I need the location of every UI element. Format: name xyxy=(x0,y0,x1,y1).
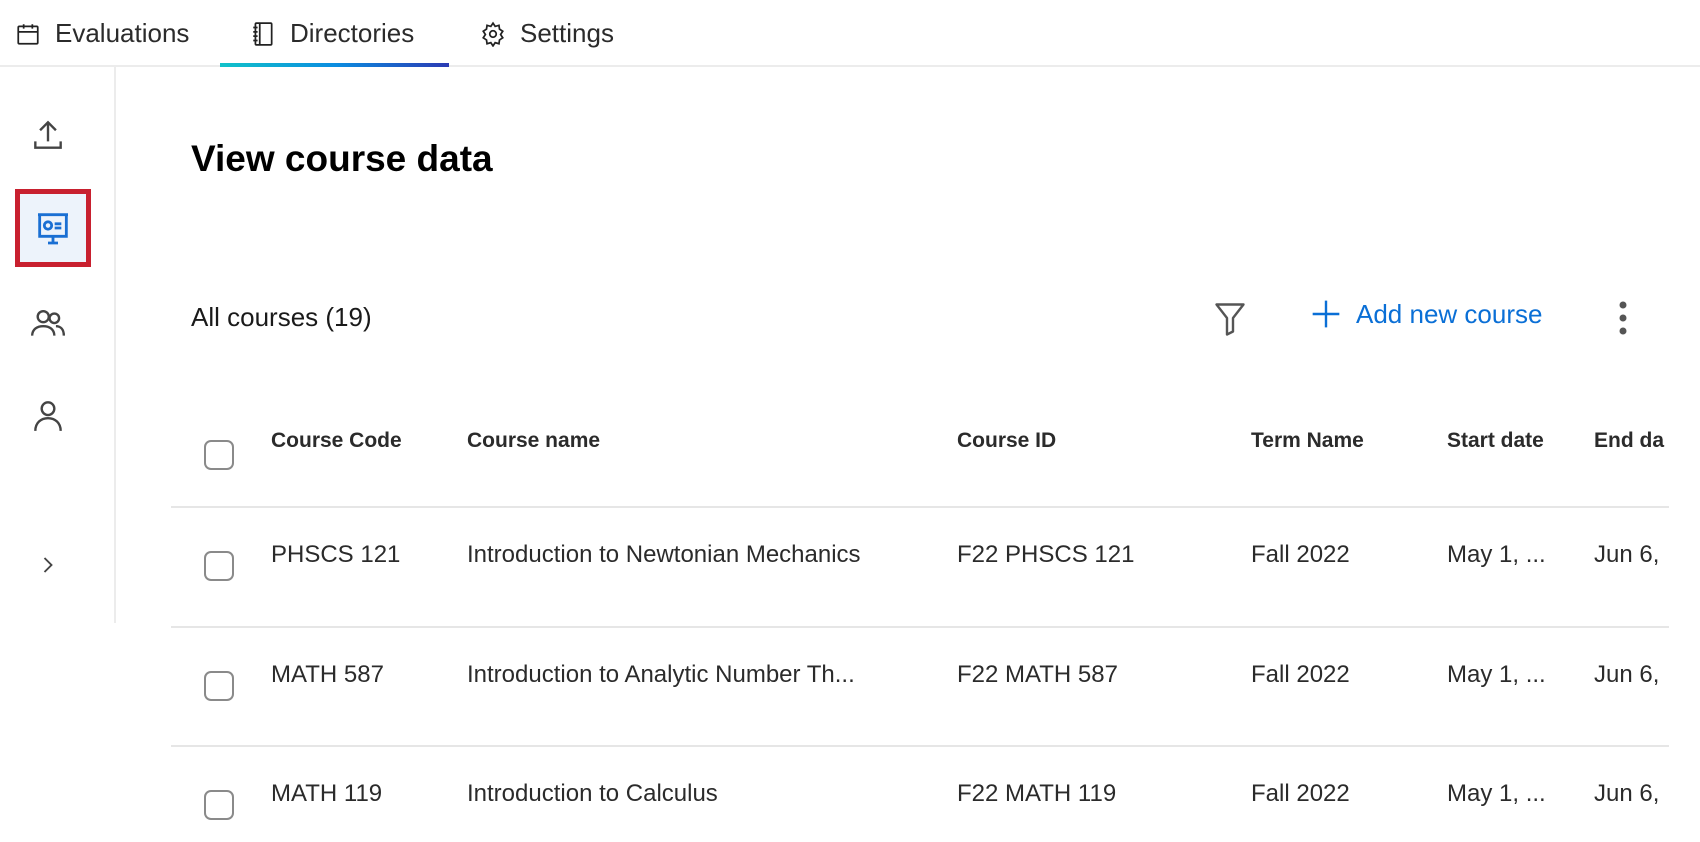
plus-icon xyxy=(1312,300,1340,328)
top-tab-bar: Evaluations Directories Settings xyxy=(0,0,1700,67)
table-cell: Introduction to Newtonian Mechanics xyxy=(467,541,861,568)
notebook-icon xyxy=(253,21,273,46)
table-cell: Jun 6, xyxy=(1594,541,1660,568)
calendar-icon xyxy=(17,23,39,45)
table-cell: F22 PHSCS 121 xyxy=(957,541,1135,568)
filter-icon xyxy=(1215,303,1245,336)
table-cell: F22 MATH 119 xyxy=(957,780,1117,807)
tab-settings[interactable]: Settings xyxy=(480,0,614,67)
filter-button[interactable] xyxy=(1212,298,1248,338)
table-cell: May 1, ... xyxy=(1447,661,1546,688)
table-cell[interactable]: PHSCS 121 xyxy=(271,541,401,568)
table-cell: Jun 6, xyxy=(1594,780,1660,807)
row-divider xyxy=(171,626,1669,628)
gear-icon xyxy=(482,21,504,47)
page-title: View course data xyxy=(191,138,493,179)
presentation-board-icon xyxy=(38,213,68,245)
tab-directories[interactable]: Directories xyxy=(250,0,414,67)
column-header[interactable]: Start date xyxy=(1447,429,1544,452)
sidebar-item-users[interactable] xyxy=(16,383,80,447)
sidebar-item-upload[interactable] xyxy=(16,103,80,167)
active-tab-indicator xyxy=(220,63,449,67)
row-checkbox[interactable] xyxy=(204,671,234,701)
user-icon xyxy=(34,401,62,431)
table-cell: Introduction to Analytic Number Th... xyxy=(467,661,855,688)
sidebar xyxy=(0,67,116,623)
course-count: All courses (19) xyxy=(191,302,372,332)
more-options-button[interactable] xyxy=(1614,300,1632,338)
column-header[interactable]: Course name xyxy=(467,429,601,452)
add-new-course-label: Add new course xyxy=(1356,298,1543,329)
column-header[interactable]: Term Name xyxy=(1251,429,1364,452)
more-vertical-icon xyxy=(1619,301,1627,335)
tab-label: Directories xyxy=(290,18,415,48)
table-cell[interactable]: MATH 119 xyxy=(271,780,383,807)
sidebar-expand-button[interactable] xyxy=(16,533,80,597)
row-divider xyxy=(171,745,1669,747)
table-cell[interactable]: MATH 587 xyxy=(271,661,384,688)
table-cell: Jun 6, xyxy=(1594,661,1660,688)
table-cell: Fall 2022 xyxy=(1251,661,1350,688)
table-cell: May 1, ... xyxy=(1447,541,1546,568)
users-icon xyxy=(30,309,66,336)
table-cell: May 1, ... xyxy=(1447,780,1546,807)
row-checkbox[interactable] xyxy=(204,551,234,581)
tab-evaluations[interactable]: Evaluations xyxy=(15,0,189,67)
table-cell: Fall 2022 xyxy=(1251,541,1350,568)
table-cell: Introduction to Calculus xyxy=(467,780,718,807)
add-new-course-button[interactable]: Add new course xyxy=(1310,298,1542,330)
column-header[interactable]: End da xyxy=(1594,429,1665,452)
sidebar-item-courses[interactable] xyxy=(15,189,91,267)
table-cell: F22 MATH 587 xyxy=(957,661,1118,688)
tab-label: Settings xyxy=(520,18,614,48)
column-header[interactable]: Course Code xyxy=(271,429,402,452)
upload-icon xyxy=(34,120,62,149)
row-divider xyxy=(171,506,1669,508)
column-header[interactable]: Course ID xyxy=(957,429,1057,452)
tab-label: Evaluations xyxy=(55,18,190,48)
sidebar-item-groups[interactable] xyxy=(16,291,80,355)
select-all-checkbox[interactable] xyxy=(204,440,234,470)
chevron-right-icon xyxy=(43,557,53,573)
table-cell: Fall 2022 xyxy=(1251,780,1350,807)
row-checkbox[interactable] xyxy=(204,790,234,820)
